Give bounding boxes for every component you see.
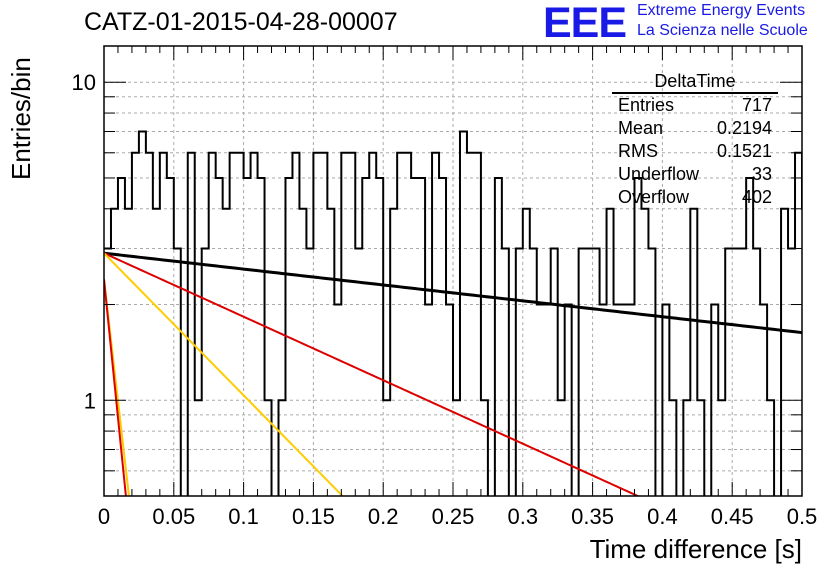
stats-row-overflow: Overflow 402 (612, 186, 778, 209)
stats-row-mean: Mean 0.2194 (612, 117, 778, 140)
x-tick-label: 0.45 (711, 504, 754, 529)
stats-value: 33 (751, 164, 772, 184)
fit-curve-1 (104, 251, 802, 335)
chart-title: CATZ-01-2015-04-28-00007 (84, 8, 398, 36)
stats-row-underflow: Underflow 33 (612, 163, 778, 186)
x-tick-label: 0.2 (368, 504, 399, 529)
stats-label: Overflow (618, 187, 690, 207)
stats-row-rms: RMS 0.1521 (612, 140, 778, 163)
org-name-line2: La Scienza nelle Scuole (637, 22, 808, 39)
stats-label: Underflow (618, 164, 700, 184)
stats-value: 717 (741, 95, 772, 115)
x-tick-label: 0 (98, 504, 110, 529)
stats-value: 0.1521 (716, 141, 772, 161)
y-axis-label: Entries/bin (6, 57, 36, 180)
stats-label: Mean (618, 118, 664, 138)
histogram-series (104, 130, 802, 496)
x-tick-label: 0.25 (432, 504, 475, 529)
x-tick-label: 0.1 (228, 504, 259, 529)
x-tick-label: 0.15 (292, 504, 335, 529)
y-tick-label: 1 (84, 388, 96, 413)
stats-label: Entries (618, 95, 675, 115)
fit-curve-3 (104, 252, 344, 496)
x-tick-label: 0.05 (152, 504, 195, 529)
x-tick-label: 0.4 (647, 504, 678, 529)
x-tick-label: 0.3 (508, 504, 539, 529)
org-name-line1: Extreme Energy Events (637, 2, 806, 19)
stats-value: 0.2194 (716, 118, 772, 138)
x-tick-label: 0.35 (571, 504, 614, 529)
fit-curve-2 (104, 252, 641, 496)
stats-label: RMS (618, 141, 658, 161)
stats-title: DeltaTime (612, 70, 778, 94)
x-tick-label: 0.5 (787, 504, 818, 529)
x-axis-label: Time difference [s] (589, 534, 802, 564)
stats-row-entries: Entries 717 (612, 94, 778, 117)
stats-box: DeltaTime Entries 717 Mean 0.2194 RMS 0.152… (612, 70, 778, 209)
y-tick-label: 10 (72, 70, 96, 95)
stats-value: 402 (741, 187, 772, 207)
eee-logo: EEE (543, 0, 627, 47)
